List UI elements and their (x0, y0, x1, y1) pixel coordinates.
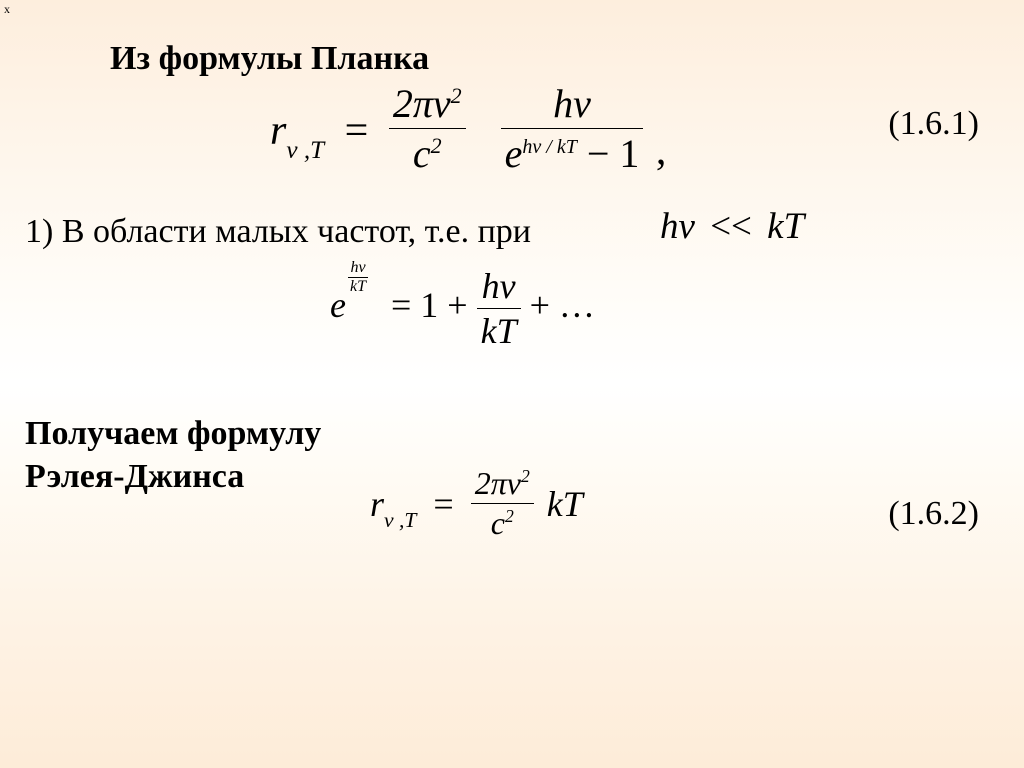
eq1-lhs-sub: ν ,T (286, 137, 324, 164)
eq1-lhs-r: r (270, 108, 286, 154)
condition-hnu-kt: hν << kT (660, 205, 804, 248)
eq2-exp-num: hν (348, 259, 368, 277)
equation-planck: rν ,T = 2πν2 c2 hν ehν / kT − 1 , (270, 80, 770, 195)
eq3-number: (1.6.2) (888, 495, 979, 533)
eq2-e: e (330, 285, 346, 325)
eq1-comma: , (656, 128, 667, 174)
eq1-frac2-den-e: e (505, 131, 523, 176)
eq2-exp-den: kT (348, 277, 368, 296)
heading-planck: Из формулы Планка (110, 40, 429, 78)
eq1-frac2-den-tail: − 1 (577, 131, 640, 176)
eq3-frac: 2πν2 c2 (471, 465, 534, 542)
eq3-frac-den: c (491, 505, 505, 541)
heading-rayleigh-jeans: Получаем формулу Рэлея-Джинса (25, 413, 321, 498)
heading2-line1: Получаем формулу (25, 415, 321, 452)
eq3-frac-num-sup: 2 (521, 466, 530, 486)
eq3-lhs-sub: ν ,T (384, 508, 416, 532)
eq1-frac1-den: c (413, 131, 431, 176)
eq1-frac1-den-sup: 2 (431, 133, 442, 158)
eq1-frac1-num: 2πν (393, 81, 451, 126)
eq1-number: (1.6.1) (888, 105, 979, 143)
eq3-tail: kT (543, 484, 583, 524)
eq2-eq: = 1 + (355, 285, 477, 325)
eq1-frac2-den-exp: hν / kT (522, 136, 576, 158)
heading2-line2: Рэлея-Джинса (25, 458, 244, 495)
eq1-frac2: hν ehν / kT − 1 (501, 80, 644, 177)
corner-marker: x (4, 2, 10, 17)
equation-rayleigh-jeans: rν ,T = 2πν2 c2 kT (370, 465, 710, 560)
eq2-tail: + … (530, 285, 595, 325)
eq1-frac2-num: hν (501, 80, 644, 128)
low-freq-text: 1) В области малых частот, т.е. при (25, 213, 531, 251)
eq3-frac-num: 2πν (475, 465, 521, 501)
eq2-frac-num: hν (477, 265, 521, 308)
eq3-lhs-r: r (370, 484, 384, 524)
eq1-frac1: 2πν2 c2 (389, 80, 466, 177)
equals-icon-2: = (425, 484, 461, 524)
eq2-frac-den: kT (477, 308, 521, 352)
equation-expansion: e hν kT = 1 + hν kT + … (330, 265, 700, 375)
eq2-frac: hν kT (477, 265, 521, 352)
equals-icon: = (335, 108, 379, 154)
eq2-exp-frac: hν kT (348, 259, 368, 296)
eq3-frac-den-sup: 2 (505, 506, 514, 526)
eq1-frac1-num-sup: 2 (451, 83, 462, 108)
